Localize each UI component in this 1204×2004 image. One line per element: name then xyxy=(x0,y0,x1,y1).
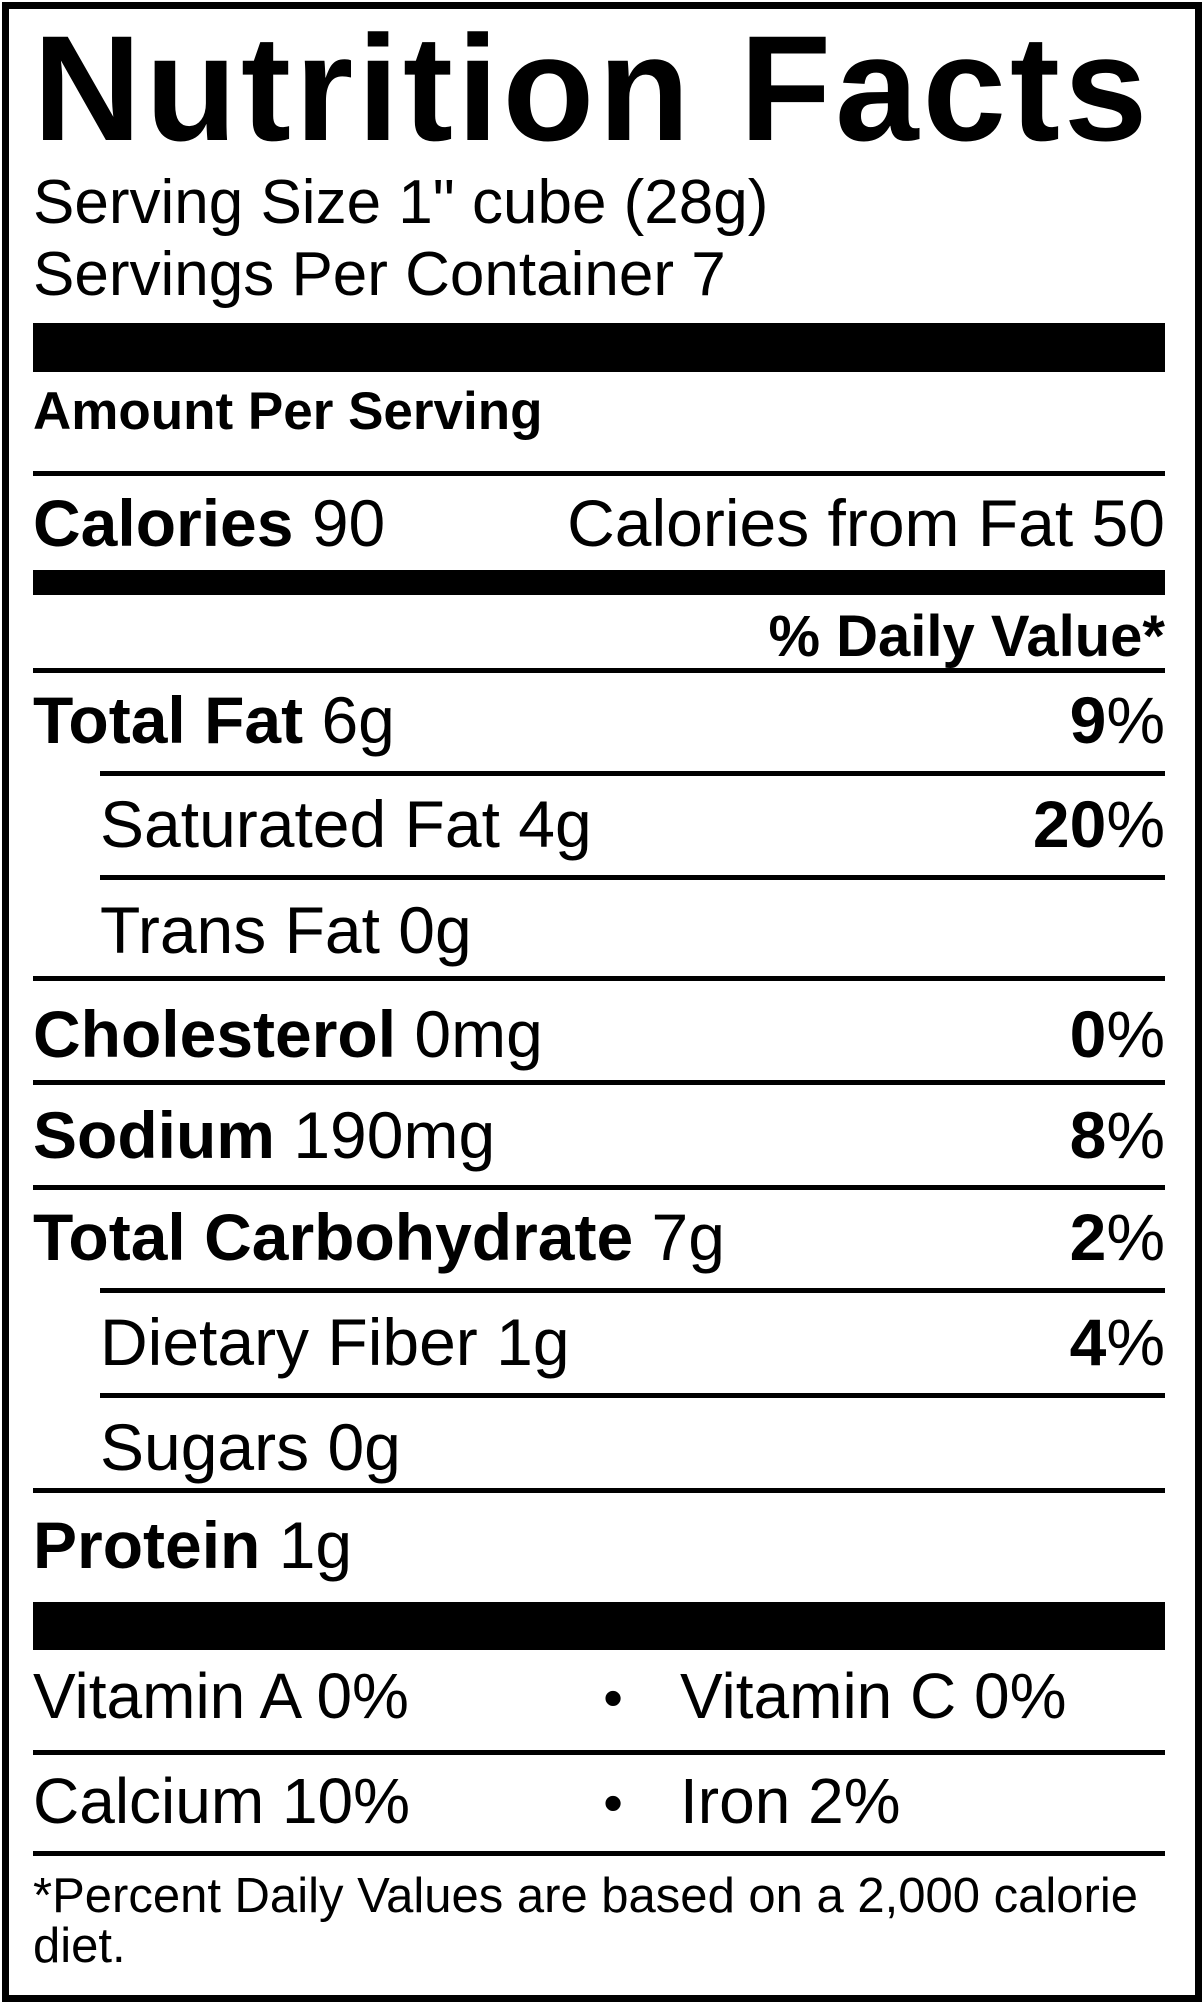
nutrient-amount: 0mg xyxy=(414,997,543,1071)
calcium-value: Calcium 10% xyxy=(33,1765,411,1837)
amount-per-serving-heading: Amount Per Serving xyxy=(33,382,543,441)
bullet-separator: • xyxy=(603,1666,623,1729)
micronutrient-row-2: Calcium 10% • Iron 2% xyxy=(33,1765,1165,1837)
label-title: Nutrition Facts xyxy=(33,4,1152,172)
nutrient-row-total-fat: Total Fat 6g 9% xyxy=(33,687,1165,753)
divider-line xyxy=(33,1185,1165,1190)
nutrient-amount: 0g xyxy=(398,893,472,967)
nutrient-label: Cholesterol xyxy=(33,997,397,1071)
percent-daily-value-heading: % Daily Value* xyxy=(768,604,1165,669)
divider-line xyxy=(33,1750,1165,1755)
nutrient-amount: 1g xyxy=(278,1508,353,1582)
divider-line xyxy=(33,1080,1165,1085)
vitamin-a-value: Vitamin A 0% xyxy=(33,1660,409,1732)
nutrient-label: Protein xyxy=(33,1508,261,1582)
calories-row: Calories 90 Calories from Fat 50 xyxy=(33,490,1165,556)
nutrient-amount: 190mg xyxy=(293,1098,496,1172)
nutrient-amount: 6g xyxy=(321,683,395,757)
divider-line-indented xyxy=(100,875,1165,880)
nutrient-label: Total Fat xyxy=(33,683,304,757)
divider-line xyxy=(33,471,1165,476)
calories-from-fat: Calories from Fat 50 xyxy=(567,486,1165,560)
thick-divider-bar-top xyxy=(33,323,1165,372)
nutrient-amount: 7g xyxy=(651,1200,725,1274)
nutrient-daily-value: 20% xyxy=(1032,787,1165,861)
nutrient-label: Trans Fat xyxy=(100,893,380,967)
iron-value: Iron 2% xyxy=(680,1765,901,1837)
calories-label: Calories xyxy=(33,486,294,560)
nutrient-row-saturated-fat: Saturated Fat 4g 20% xyxy=(100,791,1165,857)
serving-size-line: Serving Size 1" cube (28g) xyxy=(33,168,769,237)
micronutrient-row-1: Vitamin A 0% • Vitamin C 0% xyxy=(33,1660,1165,1732)
divider-line-indented xyxy=(100,771,1165,776)
divider-line-indented xyxy=(100,1393,1165,1398)
nutrient-label: Dietary Fiber xyxy=(100,1305,478,1379)
nutrient-daily-value: 4% xyxy=(1069,1305,1165,1379)
nutrient-row-dietary-fiber: Dietary Fiber 1g 4% xyxy=(100,1309,1165,1375)
vitamin-c-value: Vitamin C 0% xyxy=(680,1660,1067,1732)
nutrient-row-cholesterol: Cholesterol 0mg 0% xyxy=(33,1001,1165,1067)
nutrient-daily-value: 2% xyxy=(1069,1200,1165,1274)
divider-line xyxy=(33,976,1165,981)
nutrient-label: Saturated Fat xyxy=(100,787,500,861)
nutrient-daily-value: 0% xyxy=(1069,997,1165,1071)
calories-value: 90 xyxy=(311,486,386,560)
divider-line xyxy=(33,668,1165,673)
bullet-separator: • xyxy=(603,1771,623,1834)
divider-line-indented xyxy=(100,1288,1165,1293)
nutrient-daily-value: 9% xyxy=(1069,683,1165,757)
nutrient-row-trans-fat: Trans Fat 0g xyxy=(100,897,1165,963)
nutrient-amount: 4g xyxy=(518,787,592,861)
nutrient-label: Sugars xyxy=(100,1410,310,1484)
divider-line xyxy=(33,1488,1165,1493)
nutrient-amount: 0g xyxy=(327,1410,401,1484)
nutrient-amount: 1g xyxy=(496,1305,570,1379)
nutrient-row-protein: Protein 1g xyxy=(33,1512,1165,1578)
servings-per-container-line: Servings Per Container 7 xyxy=(33,240,726,309)
medium-divider-bar xyxy=(33,570,1165,595)
nutrient-label: Total Carbohydrate xyxy=(33,1200,634,1274)
nutrient-daily-value: 8% xyxy=(1069,1098,1165,1172)
nutrient-label: Sodium xyxy=(33,1098,275,1172)
daily-values-footnote: *Percent Daily Values are based on a 2,0… xyxy=(33,1869,1138,1973)
thick-divider-bar-bottom xyxy=(33,1602,1165,1650)
nutrient-row-sodium: Sodium 190mg 8% xyxy=(33,1102,1165,1168)
nutrient-row-sugars: Sugars 0g xyxy=(100,1414,1165,1480)
divider-line xyxy=(33,1851,1165,1856)
nutrient-row-total-carbohydrate: Total Carbohydrate 7g 2% xyxy=(33,1204,1165,1270)
